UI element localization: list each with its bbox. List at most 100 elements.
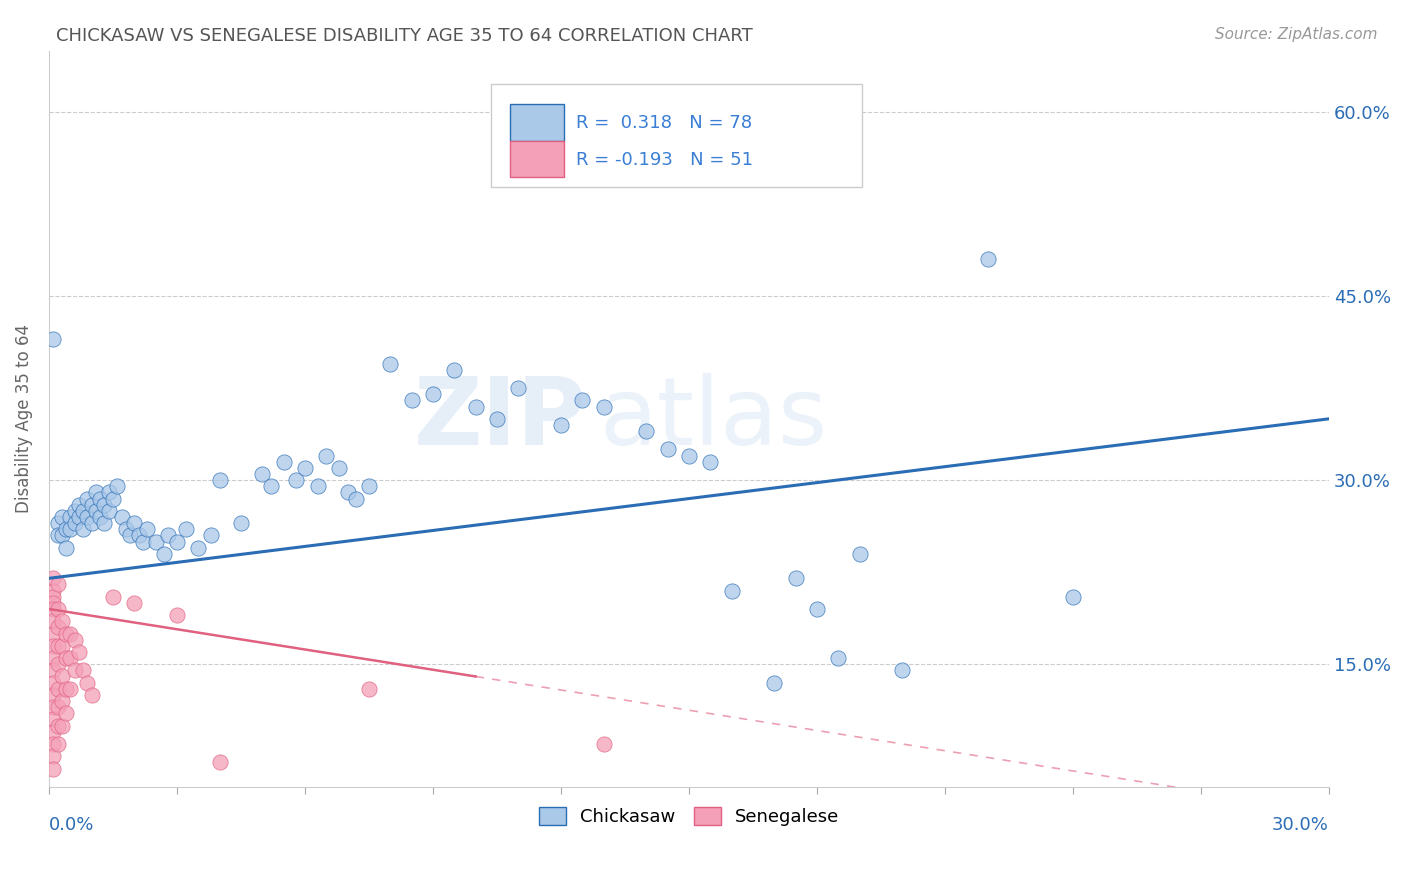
Point [42,749,65,764]
FancyBboxPatch shape [491,84,862,187]
Point [153,547,176,561]
Point [42,737,65,751]
Point [720,583,742,598]
Point [51,694,73,708]
Point [101,590,124,604]
Point [46,737,69,751]
Point [59,510,82,524]
Point [51,669,73,683]
Point [166,534,188,549]
Point [260,479,283,493]
Point [76,675,98,690]
Point [891,664,914,678]
Point [636,424,658,438]
Point [848,547,870,561]
Point [42,614,65,628]
Point [72,522,94,536]
Point [208,473,231,487]
Point [51,718,73,732]
Point [46,602,69,616]
Point [59,681,82,696]
Point [93,498,115,512]
Point [72,504,94,518]
Point [464,400,486,414]
Point [42,651,65,665]
Point [401,393,423,408]
Point [42,724,65,739]
Point [124,596,146,610]
Point [174,522,197,536]
Point [114,522,136,536]
Point [42,626,65,640]
Point [63,664,86,678]
Point [827,651,849,665]
Point [76,510,98,524]
Point [357,479,380,493]
Point [42,639,65,653]
Point [51,639,73,653]
Point [59,626,82,640]
Point [592,400,614,414]
Point [1062,590,1084,604]
Point [42,602,65,616]
Point [67,645,90,659]
Point [55,522,77,536]
Point [55,706,77,721]
Point [55,651,77,665]
Point [46,528,69,542]
Point [42,762,65,776]
Point [51,528,73,542]
Point [89,491,111,506]
Text: 0.0%: 0.0% [49,816,94,834]
Point [59,651,82,665]
Point [63,504,86,518]
Point [46,681,69,696]
Point [72,664,94,678]
Point [46,639,69,653]
Point [550,417,572,432]
Point [763,675,786,690]
FancyBboxPatch shape [510,104,564,141]
Point [80,498,103,512]
Point [699,455,721,469]
Point [46,577,69,591]
Point [84,504,107,518]
Point [46,657,69,672]
Point [42,700,65,714]
Text: 30.0%: 30.0% [1272,816,1329,834]
Point [285,473,308,487]
Point [145,534,167,549]
Point [42,596,65,610]
Point [229,516,252,530]
Point [307,479,329,493]
Point [571,393,593,408]
Point [357,681,380,696]
Text: ZIP: ZIP [413,373,586,465]
Point [110,510,132,524]
Point [42,583,65,598]
Text: Source: ZipAtlas.com: Source: ZipAtlas.com [1215,27,1378,42]
Point [89,510,111,524]
Point [344,491,367,506]
Point [97,485,120,500]
Point [678,449,700,463]
Point [485,412,508,426]
Point [42,590,65,604]
Point [51,510,73,524]
Text: CHICKASAW VS SENEGALESE DISABILITY AGE 35 TO 64 CORRELATION CHART: CHICKASAW VS SENEGALESE DISABILITY AGE 3… [56,27,754,45]
Y-axis label: Disability Age 35 to 64: Disability Age 35 to 64 [15,325,32,513]
Point [273,455,295,469]
Point [63,516,86,530]
Point [187,541,209,555]
Point [93,516,115,530]
Point [157,528,180,542]
Point [166,608,188,623]
Point [657,442,679,457]
Point [42,571,65,585]
Point [132,534,155,549]
Point [63,632,86,647]
Point [67,498,90,512]
Point [208,756,231,770]
Point [294,461,316,475]
Point [105,479,128,493]
